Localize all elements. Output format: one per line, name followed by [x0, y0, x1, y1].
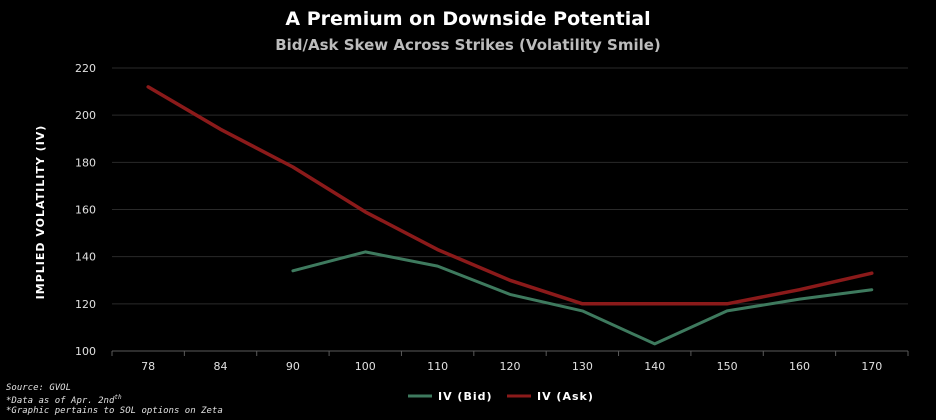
- x-tick-110: 110: [427, 360, 448, 373]
- y-tick-160: 160: [75, 204, 96, 217]
- x-tick-140: 140: [644, 360, 665, 373]
- y-tick-120: 120: [75, 298, 96, 311]
- graphic-note: *Graphic pertains to SOL options on Zeta: [6, 406, 223, 416]
- x-tick-90: 90: [286, 360, 300, 373]
- y-tick-200: 200: [75, 109, 96, 122]
- x-tick-84: 84: [214, 360, 228, 373]
- series-line-bid: [291, 250, 874, 346]
- date-note: *Data as of Apr. 2ndth: [6, 394, 122, 406]
- y-axis-ticks: 100 120 140 160 180 200 220: [75, 62, 96, 358]
- y-tick-140: 140: [75, 251, 96, 264]
- series-line-ask: [146, 85, 874, 306]
- x-axis-ticks: 78 84 90 100 110 120 130 140 150 160 170: [111, 351, 909, 373]
- footnotes: Source: GVOL *Data as of Apr. 2ndth *Gra…: [6, 383, 223, 416]
- source-note: Source: GVOL: [6, 383, 72, 393]
- gridlines: [112, 67, 908, 305]
- x-tick-130: 130: [572, 360, 593, 373]
- legend-label-ask: IV (Ask): [537, 390, 594, 403]
- x-tick-100: 100: [355, 360, 376, 373]
- y-tick-180: 180: [75, 156, 96, 169]
- chart-title: A Premium on Downside Potential: [285, 8, 651, 30]
- x-tick-120: 120: [500, 360, 521, 373]
- legend: IV (Bid) IV (Ask): [408, 390, 594, 403]
- chart-subtitle: Bid/Ask Skew Across Strikes (Volatility …: [275, 36, 661, 54]
- x-tick-170: 170: [861, 360, 882, 373]
- x-tick-78: 78: [141, 360, 155, 373]
- x-tick-160: 160: [789, 360, 810, 373]
- x-tick-150: 150: [717, 360, 738, 373]
- y-axis-label: IMPLIED VOLATILITY (IV): [34, 125, 47, 300]
- y-tick-220: 220: [75, 62, 96, 75]
- data-series: [146, 85, 874, 346]
- legend-label-bid: IV (Bid): [438, 390, 493, 403]
- y-tick-100: 100: [75, 345, 96, 358]
